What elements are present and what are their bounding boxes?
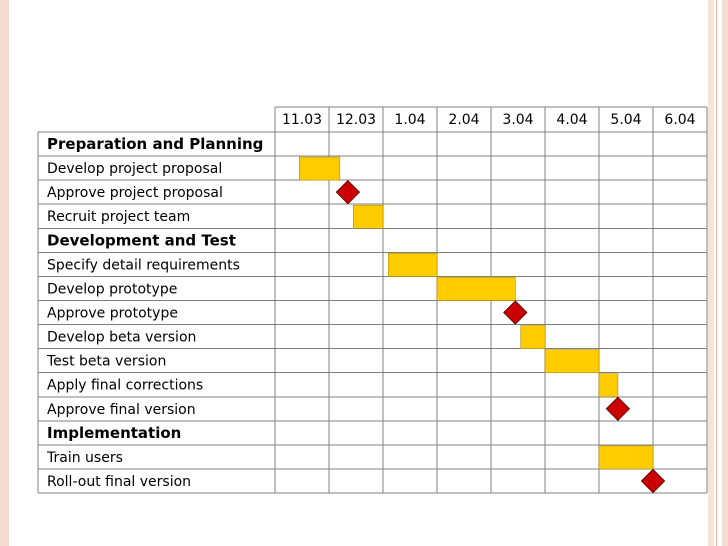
month-label: 11.03 (282, 112, 322, 128)
task-label: Approve prototype (47, 305, 178, 321)
milestone-diamond (640, 468, 666, 494)
milestone-diamond (335, 179, 361, 205)
task-bar (520, 325, 546, 349)
slide-border-right-outer (722, 0, 728, 546)
month-label: 1.04 (394, 112, 425, 128)
task-label: Recruit project team (47, 209, 190, 225)
task-label: Test beta version (46, 354, 166, 370)
task-bar (388, 253, 438, 277)
month-label: 3.04 (502, 112, 533, 128)
milestone-diamond (503, 300, 528, 325)
slide-border-right-inner (708, 0, 714, 546)
task-label: Train users (46, 450, 123, 466)
task-label: Roll-out final version (47, 474, 191, 490)
section-label: Preparation and Planning (47, 135, 263, 153)
task-bar (298, 156, 341, 181)
task-label: Approve project proposal (47, 185, 223, 201)
task-bar (352, 204, 384, 229)
slide-border-left (0, 0, 9, 546)
task-label: Apply final corrections (47, 378, 203, 394)
task-label: Approve final version (47, 402, 196, 418)
section-label: Development and Test (47, 231, 236, 249)
month-label: 6.04 (664, 112, 695, 128)
task-bar (544, 349, 600, 374)
task-label: Develop prototype (47, 281, 177, 297)
slide-border-right-line (716, 0, 717, 546)
month-label: 2.04 (448, 112, 479, 128)
task-bar (436, 277, 516, 301)
task-bar (598, 373, 619, 398)
milestone-diamond (605, 396, 631, 422)
section-label: Implementation (47, 424, 181, 442)
task-label: Develop beta version (47, 330, 196, 346)
month-label: 5.04 (610, 112, 641, 128)
month-label: 12.03 (336, 112, 376, 128)
task-label: Specify detail requirements (47, 257, 240, 273)
task-label: Develop project proposal (47, 161, 222, 177)
task-bar (598, 445, 654, 470)
month-label: 4.04 (556, 112, 587, 128)
